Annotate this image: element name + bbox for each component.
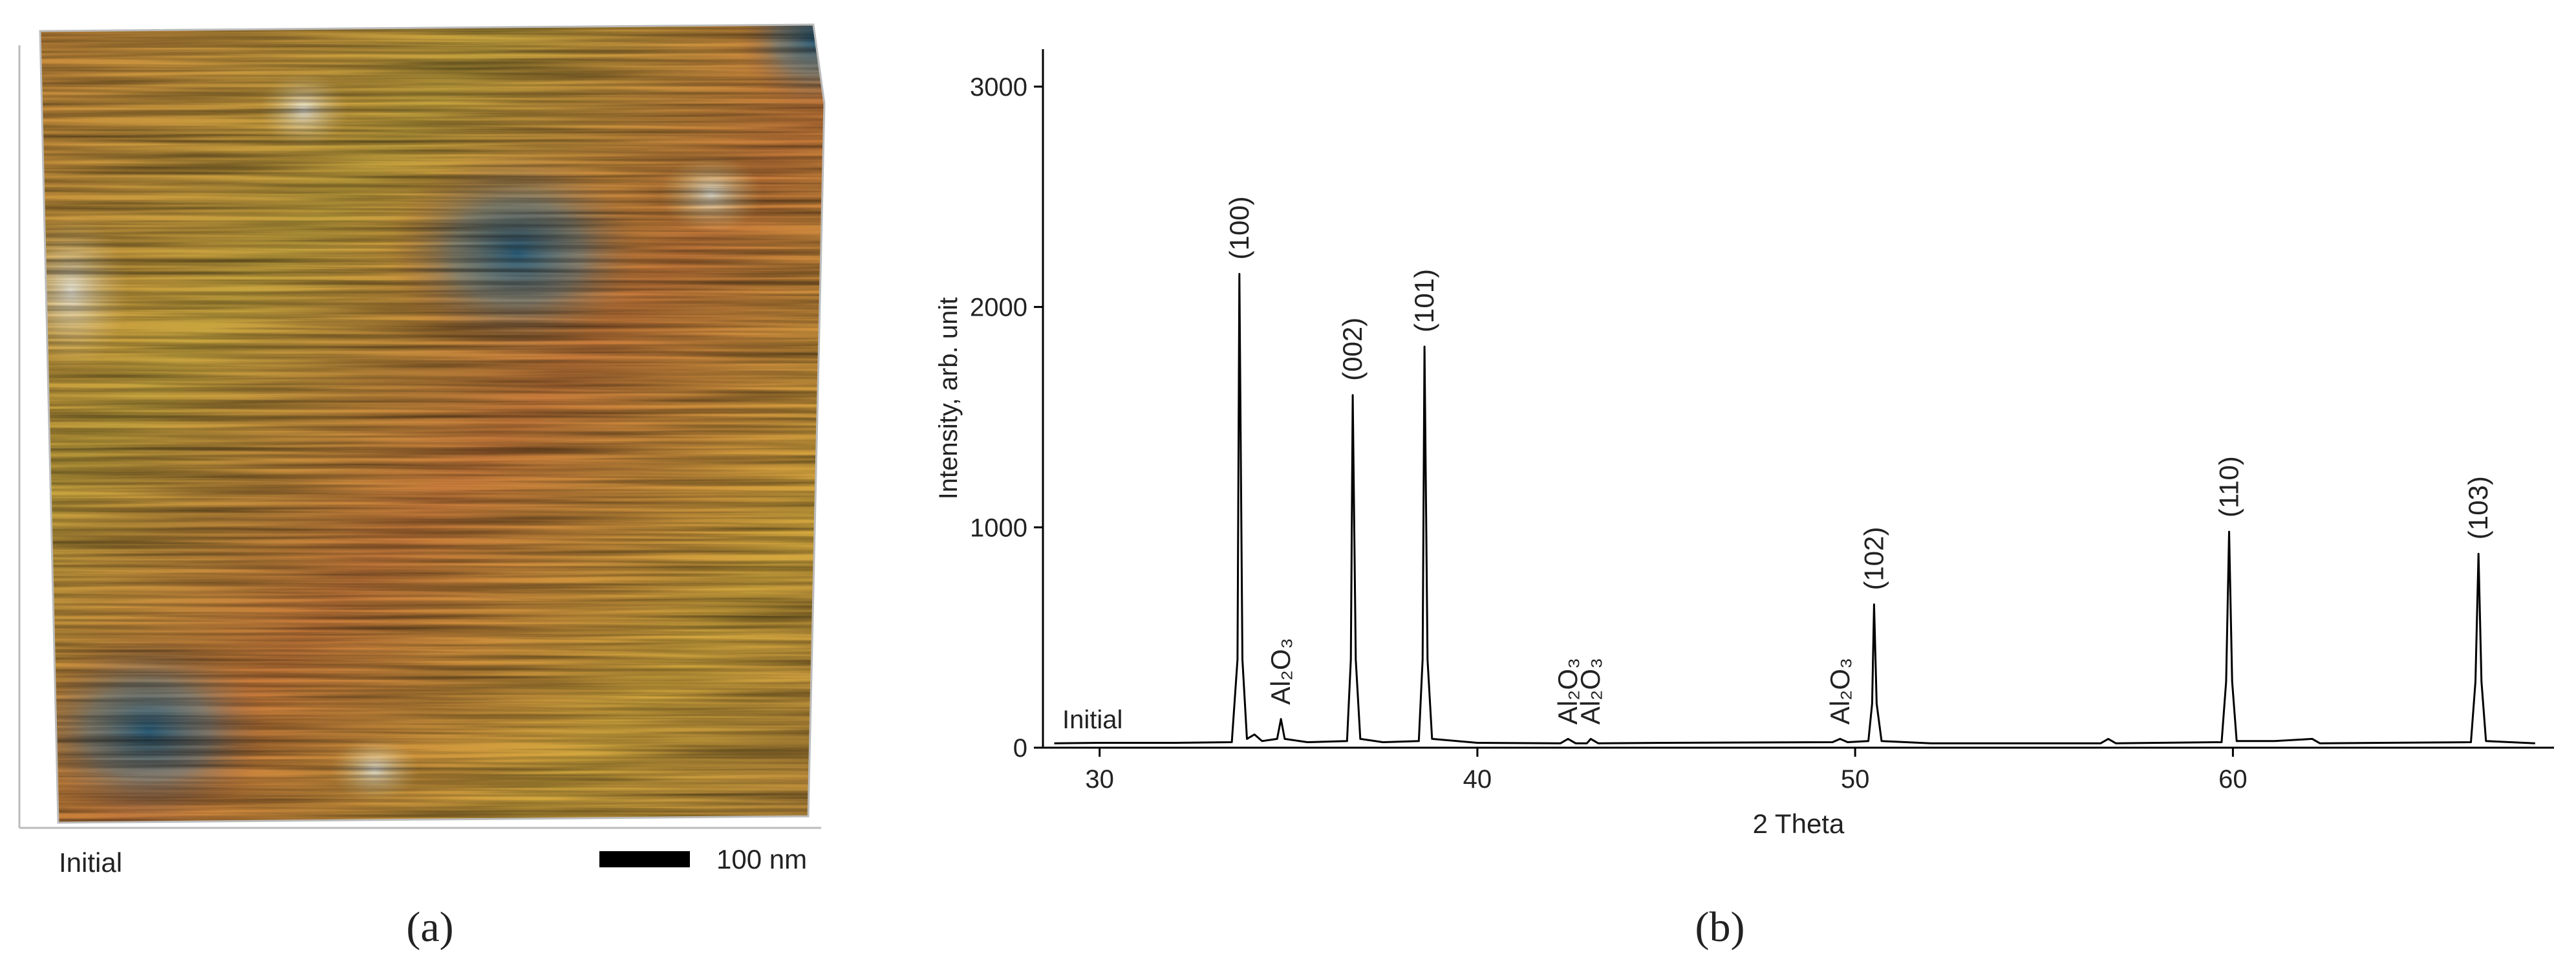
peak-label: Al₂O₃: [1575, 658, 1605, 724]
x-tick-label: 60: [2218, 765, 2248, 794]
scale-bar-label: 100 nm: [716, 844, 807, 874]
caption-b: (b): [1695, 904, 1745, 951]
peak-label: (100): [1224, 196, 1254, 259]
afm-label: Initial: [59, 847, 122, 878]
y-tick-label: 0: [1013, 734, 1027, 763]
peak-label: Al₂O₃: [1825, 658, 1855, 724]
series-label: Initial: [1062, 706, 1122, 734]
xrd-chart: 0 1000 2000 3000 30 40 50 60 2 Theta Intensity, a…: [934, 49, 2554, 839]
spectrum-line: [1054, 273, 2535, 744]
peak-label: (101): [1409, 269, 1439, 332]
peak-label: Al₂O₃: [1552, 658, 1583, 724]
peak-label: (102): [1858, 526, 1889, 590]
caption-a: (a): [406, 904, 453, 951]
peak-label: (110): [2214, 456, 2244, 517]
y-tick-label: 2000: [970, 294, 1027, 322]
peak-label: Al₂O₃: [1265, 638, 1296, 704]
y-tick-label: 3000: [970, 73, 1027, 102]
y-tick-label: 1000: [970, 514, 1027, 542]
y-axis-label: Intensity, arb. unit: [934, 298, 963, 500]
peak-label: (103): [2463, 476, 2493, 539]
x-tick-label: 40: [1463, 765, 1492, 794]
x-tick-label: 50: [1841, 765, 1870, 794]
x-axis-label: 2 Theta: [1753, 808, 1845, 839]
peak-label: (002): [1337, 318, 1368, 381]
x-tick-label: 30: [1085, 765, 1114, 794]
scale-bar: [599, 851, 690, 867]
afm-image: [18, 23, 826, 829]
